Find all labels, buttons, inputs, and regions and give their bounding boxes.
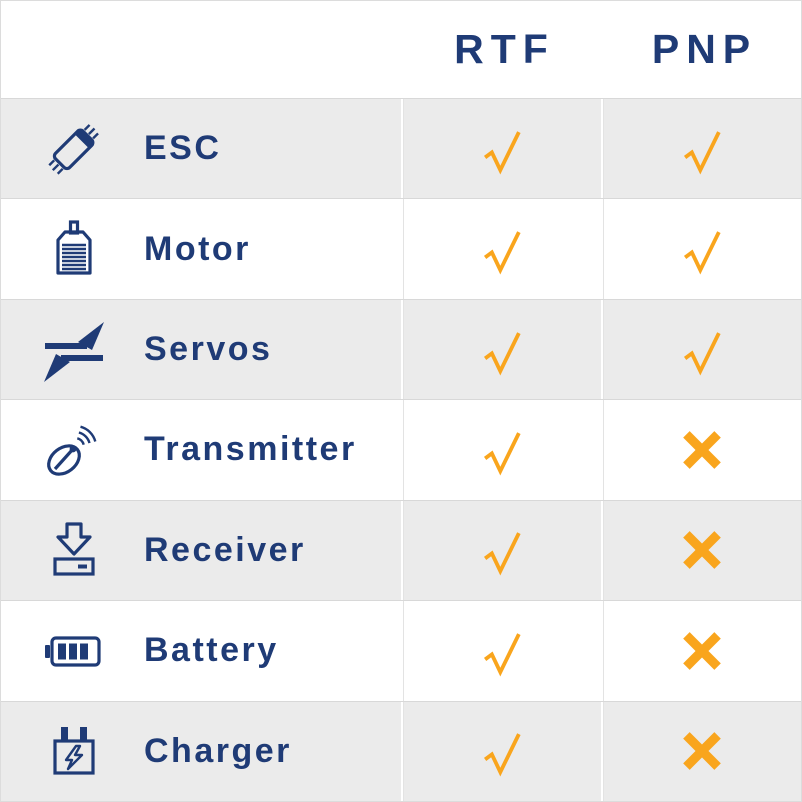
rtf-mark-cell (401, 299, 601, 400)
row-label: Battery (144, 631, 279, 670)
table-row: Motor (1, 198, 801, 299)
check-icon (483, 130, 521, 175)
check-icon (483, 532, 521, 576)
row-label-cell: Receiver (1, 500, 401, 601)
pnp-mark-cell (601, 601, 801, 701)
header-pnp-cell: PNP (601, 1, 801, 98)
column-title-rtf: RTF (454, 26, 555, 72)
check-icon (683, 331, 721, 376)
receiver-icon (41, 517, 107, 583)
check-icon (483, 733, 521, 777)
rtf-mark-cell (401, 199, 601, 299)
battery-label-cell: Battery (1, 601, 401, 701)
cross-icon (683, 732, 721, 771)
pnp-mark-cell (601, 500, 801, 601)
rtf-mark-cell (401, 99, 601, 199)
cross-icon (683, 531, 721, 570)
row-label-cell: Servos (1, 299, 401, 400)
row-label: Charger (144, 731, 292, 770)
row-label-cell: Motor (1, 199, 401, 299)
pnp-mark-cell (601, 701, 801, 801)
rtf-mark-cell (401, 601, 601, 701)
table-row: Transmitter (1, 399, 801, 500)
charger-icon (41, 718, 107, 784)
column-title-pnp: PNP (651, 26, 758, 72)
row-label: Transmitter (144, 430, 357, 469)
check-icon (483, 633, 521, 677)
row-label-cell: Transmitter (1, 400, 401, 500)
row-label: ESC (144, 129, 222, 168)
esc-icon (41, 116, 107, 182)
battery-icon (41, 618, 107, 684)
row-label-cell: Charger (1, 701, 401, 801)
table-row: Servos (1, 298, 801, 400)
row-label-cell: ESC (1, 99, 401, 199)
pnp-mark-cell (601, 199, 801, 299)
table-row: Receiver (1, 499, 801, 601)
header-rtf-cell: RTF (401, 1, 601, 98)
rtf-mark-cell (401, 500, 601, 601)
table-row: ESC (1, 98, 801, 199)
cross-icon (683, 631, 721, 670)
row-label: Motor (144, 229, 251, 268)
rtf-mark-cell (401, 701, 601, 801)
row-label: Receiver (144, 530, 306, 569)
check-icon (483, 432, 521, 476)
rtf-mark-cell (401, 400, 601, 500)
motor-icon (41, 216, 107, 282)
check-icon (683, 130, 721, 175)
pnp-mark-cell (601, 400, 801, 500)
servos-icon (41, 317, 107, 383)
transmitter-icon (41, 417, 107, 483)
check-icon (683, 231, 721, 275)
check-icon (483, 231, 521, 275)
pnp-mark-cell (601, 99, 801, 199)
table-row: Charger (1, 700, 801, 801)
table-row: Battery (1, 600, 801, 701)
table-header-row: RTF PNP (1, 1, 801, 98)
check-icon (483, 331, 521, 376)
row-label: Servos (144, 330, 273, 369)
pnp-mark-cell (601, 299, 801, 400)
cross-icon (683, 431, 721, 469)
header-empty-cell (1, 1, 401, 98)
